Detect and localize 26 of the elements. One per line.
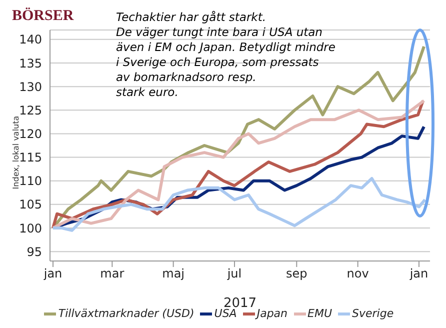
y-tick-label: 135 (19, 56, 42, 70)
legend-label: USA (213, 307, 237, 320)
y-tick-label: 115 (19, 150, 42, 165)
y-tick-label: 120 (19, 126, 42, 141)
y-tick-label: 95 (26, 244, 42, 259)
x-tick-label: jan (42, 266, 62, 281)
y-tick-label: 130 (19, 80, 42, 94)
line-series (52, 177, 426, 232)
y-axis-title: Index, lokal valuta (12, 114, 20, 192)
x-tick-label: maj (162, 266, 185, 281)
x-tick-label: jan (408, 266, 428, 281)
y-tick-label: 105 (19, 198, 42, 212)
x-tick-label: sep (286, 266, 308, 281)
legend-label: Tillväxtmarknader (USD) (57, 307, 194, 320)
legend-label: Japan (256, 307, 288, 320)
legend-label: EMU (306, 307, 332, 320)
y-tick-label: 140 (19, 32, 42, 47)
y-tick-label: 110 (19, 174, 42, 188)
x-tick-label: nov (346, 266, 369, 281)
y-tick-label: 125 (19, 103, 42, 118)
y-tick-label: 100 (19, 221, 42, 236)
x-tick-label: jul (226, 266, 242, 281)
annotation: Techaktier har gått starkt. De väger tungt inte bara i USA utan även i EM och Japan. Betydligt mindre i Sverige och Europa, som pressats av bomarknadsoro resp. stark euro. (116, 10, 336, 100)
chart-title: BÖRSER (12, 8, 74, 25)
legend-label: Sverige (351, 307, 394, 320)
x-tick-label: mar (100, 266, 124, 281)
